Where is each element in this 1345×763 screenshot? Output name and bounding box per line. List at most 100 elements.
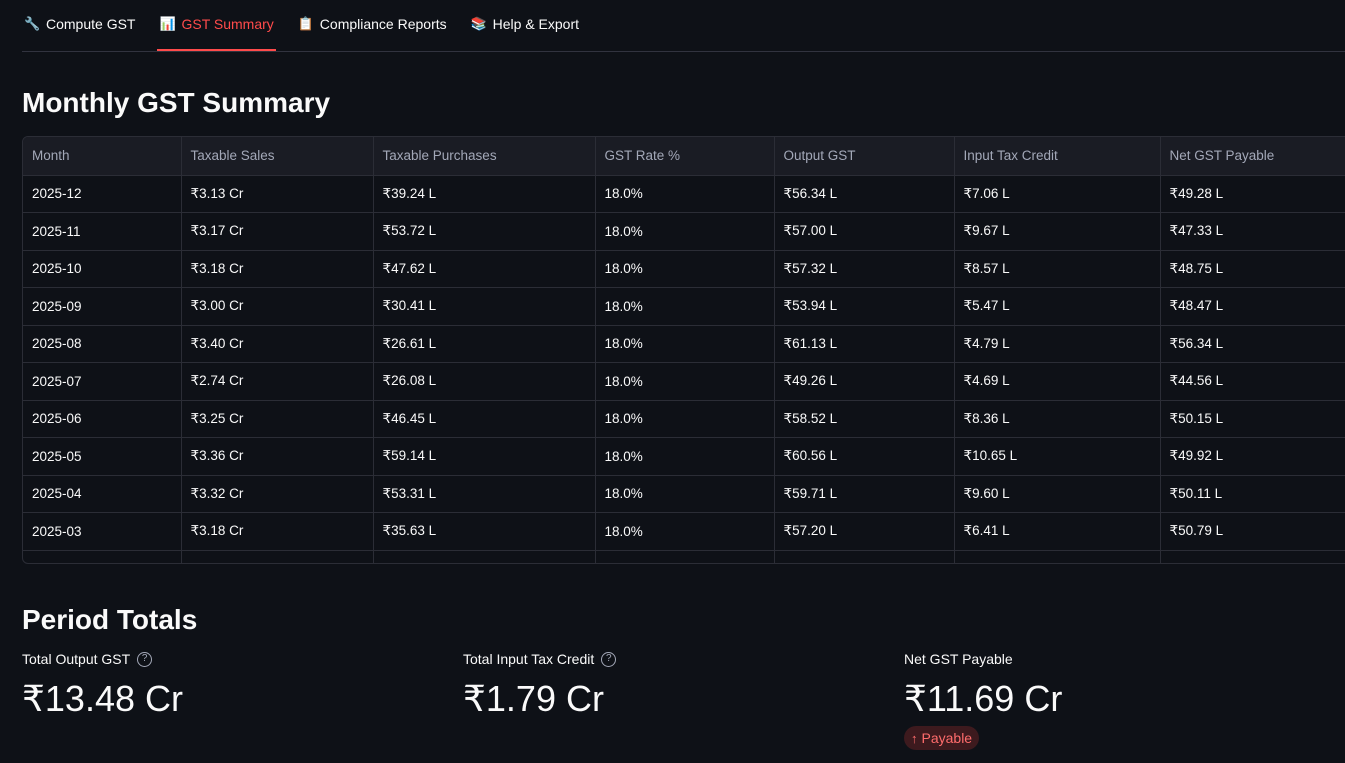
table-row[interactable]: 2025-10 ₹3.18 Cr ₹47.62 L 18.0% ₹57.32 L ₹8.5… <box>23 250 1345 288</box>
table-cell: ₹49.28 L <box>1160 175 1345 213</box>
table-cell <box>595 550 775 563</box>
wrench-icon: 🔧 <box>24 16 41 31</box>
table-cell: ₹5.47 L <box>954 287 1161 326</box>
table-cell: 18.0% <box>595 437 775 476</box>
table-cell: ₹56.34 L <box>1160 325 1345 363</box>
tab-label: Help & Export <box>492 16 580 32</box>
table-cell: ₹57.00 L <box>774 212 955 251</box>
table-cell <box>23 550 182 563</box>
table-cell: ₹53.94 L <box>774 287 955 326</box>
help-circle-icon[interactable]: ? <box>601 651 617 667</box>
table-cell: ₹6.41 L <box>954 512 1161 551</box>
table-cell: 2025-04 <box>23 475 182 513</box>
table-cell: ₹3.36 Cr <box>181 437 374 476</box>
metric-total-output-gst: Total Output GST ? ₹13.48 Cr <box>22 648 463 750</box>
table-cell: ₹3.18 Cr <box>181 512 374 551</box>
table-cell: ₹53.72 L <box>373 212 596 251</box>
table-cell: ₹2.74 Cr <box>181 362 374 401</box>
table-cell: ₹47.33 L <box>1160 212 1345 251</box>
summary-title: Monthly GST Summary <box>22 87 331 118</box>
metric-label-wrap: Total Input Tax Credit ? <box>463 648 904 670</box>
table-row[interactable]: 2025-05 ₹3.36 Cr ₹59.14 L 18.0% ₹60.56 L ₹10.… <box>23 437 1345 476</box>
totals-metrics: Total Output GST ? ₹13.48 Cr Total Input… <box>22 648 1345 750</box>
metric-label: Net GST Payable <box>904 651 1013 667</box>
help-circle-icon[interactable]: ? <box>137 651 153 667</box>
column-header[interactable]: Taxable Sales <box>181 137 374 176</box>
column-header[interactable]: GST Rate % <box>595 137 775 176</box>
table-cell: 2025-07 <box>23 362 182 401</box>
delta-label: Payable <box>921 730 973 746</box>
table-cell: ₹50.79 L <box>1160 512 1345 551</box>
metric-value: ₹13.48 Cr <box>22 678 183 719</box>
table-cell: 2025-10 <box>23 250 182 288</box>
table-cell: 2025-11 <box>23 212 182 251</box>
table-cell: 18.0% <box>595 362 775 401</box>
table-cell: ₹46.45 L <box>373 400 596 438</box>
tab-compliance-reports[interactable]: 📋 Compliance Reports <box>296 0 449 51</box>
table-cell: 2025-08 <box>23 325 182 363</box>
table-cell: ₹3.32 Cr <box>181 475 374 513</box>
table-cell: ₹4.79 L <box>954 325 1161 363</box>
metric-label: Total Output GST <box>22 651 131 667</box>
table-cell: ₹3.17 Cr <box>181 212 374 251</box>
table-cell: ₹8.36 L <box>954 400 1161 438</box>
table-cell: ₹47.62 L <box>373 250 596 288</box>
books-icon: 📚 <box>470 16 487 31</box>
table-cell: 18.0% <box>595 512 775 551</box>
table-cell: 2025-05 <box>23 437 182 476</box>
metric-value: ₹1.79 Cr <box>463 678 604 719</box>
table-cell: 2025-12 <box>23 175 182 213</box>
column-header[interactable]: Output GST <box>774 137 955 176</box>
column-header[interactable]: Input Tax Credit <box>954 137 1161 176</box>
table-row[interactable]: 2025-06 ₹3.25 Cr ₹46.45 L 18.0% ₹58.52 L ₹8.3… <box>23 400 1345 438</box>
table-cell: 18.0% <box>595 475 775 513</box>
table-cell: ₹57.32 L <box>774 250 955 288</box>
table-cell: ₹26.08 L <box>373 362 596 401</box>
table-row[interactable]: 2025-07 ₹2.74 Cr ₹26.08 L 18.0% ₹49.26 L ₹4.6… <box>23 362 1345 401</box>
table-row[interactable]: 2025-04 ₹3.32 Cr ₹53.31 L 18.0% ₹59.71 L ₹9.6… <box>23 475 1345 513</box>
table-cell <box>181 550 374 563</box>
table-cell <box>1160 550 1345 563</box>
column-header[interactable]: Month <box>23 137 182 176</box>
table-cell: ₹30.41 L <box>373 287 596 326</box>
table-row[interactable]: 2025-12 ₹3.13 Cr ₹39.24 L 18.0% ₹56.34 L ₹7.0… <box>23 175 1345 213</box>
table-row[interactable]: 2025-03 ₹3.18 Cr ₹35.63 L 18.0% ₹57.20 L ₹6.4… <box>23 512 1345 551</box>
table-cell: ₹59.14 L <box>373 437 596 476</box>
column-header[interactable]: Net GST Payable <box>1160 137 1345 176</box>
table-row[interactable]: 2025-11 ₹3.17 Cr ₹53.72 L 18.0% ₹57.00 L ₹9.6… <box>23 212 1345 251</box>
table-cell: ₹3.25 Cr <box>181 400 374 438</box>
table-cell: ₹7.06 L <box>954 175 1161 213</box>
column-header[interactable]: Taxable Purchases <box>373 137 596 176</box>
table-cell: ₹61.13 L <box>774 325 955 363</box>
tab-help-export[interactable]: 📚 Help & Export <box>469 0 581 51</box>
totals-title: Period Totals <box>22 604 198 635</box>
table-cell: 18.0% <box>595 325 775 363</box>
table-cell: ₹3.40 Cr <box>181 325 374 363</box>
table-row-partial <box>23 550 1345 563</box>
tab-label: Compliance Reports <box>319 16 447 32</box>
tab-label: Compute GST <box>46 16 136 32</box>
arrow-up-icon: ↑ <box>911 730 918 746</box>
table-cell: ₹53.31 L <box>373 475 596 513</box>
tab-bar: 🔧 Compute GST 📊 GST Summary 📋 Compliance… <box>22 0 1345 52</box>
table-cell: ₹3.18 Cr <box>181 250 374 288</box>
table-cell: ₹50.15 L <box>1160 400 1345 438</box>
summary-table[interactable]: Month Taxable Sales Taxable Purchases GST R… <box>22 136 1345 564</box>
table-cell: 2025-06 <box>23 400 182 438</box>
table-cell: ₹56.34 L <box>774 175 955 213</box>
table-cell: 18.0% <box>595 250 775 288</box>
table-cell: ₹49.92 L <box>1160 437 1345 476</box>
delta-badge: ↑ Payable <box>904 726 980 750</box>
table-cell: ₹10.65 L <box>954 437 1161 476</box>
tab-compute-gst[interactable]: 🔧 Compute GST <box>22 0 137 51</box>
table-row[interactable]: 2025-08 ₹3.40 Cr ₹26.61 L 18.0% ₹61.13 L ₹4.7… <box>23 325 1345 363</box>
tab-gst-summary[interactable]: 📊 GST Summary <box>157 0 276 51</box>
table-cell: ₹50.11 L <box>1160 475 1345 513</box>
table-cell <box>774 550 955 563</box>
metric-net-gst-payable: Net GST Payable ₹11.69 Cr ↑ Payable <box>904 648 1345 750</box>
table-header-row: Month Taxable Sales Taxable Purchases GST R… <box>23 137 1345 176</box>
table-cell: 18.0% <box>595 287 775 326</box>
table-row[interactable]: 2025-09 ₹3.00 Cr ₹30.41 L 18.0% ₹53.94 L ₹5.4… <box>23 287 1345 326</box>
table-cell: ₹4.69 L <box>954 362 1161 401</box>
